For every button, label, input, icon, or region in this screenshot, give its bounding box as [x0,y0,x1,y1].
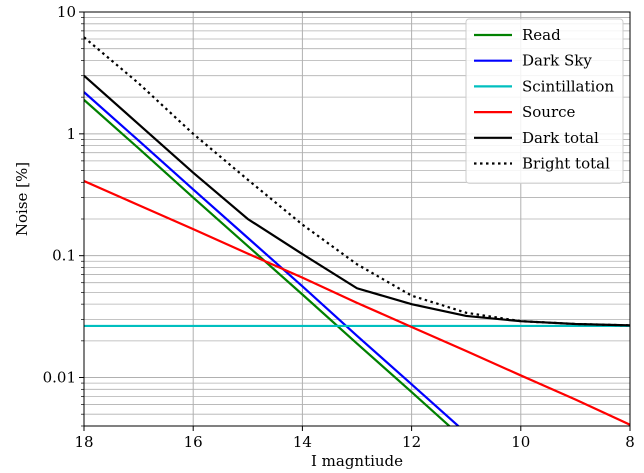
x-tick-label: 14 [293,433,312,451]
y-axis-label: Noise [%] [13,162,31,236]
series-line-dark-total [84,74,630,327]
x-tick-label: 8 [625,433,635,451]
legend-label: Dark total [522,129,599,147]
series-line-read [84,99,451,426]
series-line-dark-sky [84,91,460,426]
y-tick-label: 1 [66,125,76,143]
x-tick-label: 10 [511,433,530,451]
legend-label: Scintillation [522,77,614,95]
series-layer [84,36,630,426]
series-line-bright-total [84,36,630,327]
ticks: 18 16 14 12 10 8 0.01 0.1 1 10 [43,3,635,451]
y-tick-label: 10 [57,3,76,21]
y-tick-label: 0.1 [52,247,76,265]
legend-label: Source [522,103,576,121]
x-tick-label: 18 [74,433,93,451]
legend-label: Bright total [522,155,610,173]
series-line-source [84,180,630,426]
legend-label: Read [522,26,561,44]
legend-label: Dark Sky [522,52,592,70]
x-axis-label: I magntiude [311,452,403,470]
y-tick-label: 0.01 [43,369,76,387]
legend: Read Dark Sky Scintillation Source Dark tota… [465,18,624,184]
x-tick-label: 16 [184,433,203,451]
x-tick-label: 12 [402,433,421,451]
